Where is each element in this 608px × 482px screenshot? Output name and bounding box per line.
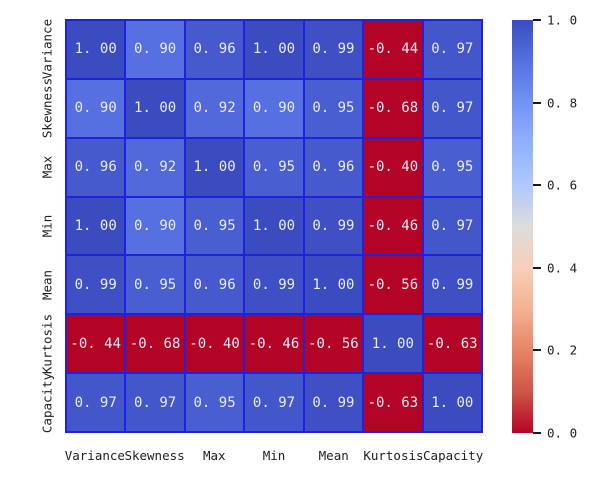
x-tick-label-Mean: Mean: [318, 448, 349, 463]
heatmap-cell-Capacity-Mean: 0. 99: [304, 374, 363, 431]
x-tick-label-Max: Max: [202, 448, 226, 463]
heatmap-cell-Kurtosis-Variance: -0. 44: [67, 315, 125, 373]
heatmap-cell-Mean-Kurtosis: -0. 56: [364, 256, 422, 314]
colorbar-tick-0.0: [533, 432, 541, 434]
heatmap-cell-Skewness-Min: 0. 90: [245, 79, 303, 137]
heatmap-cell-Mean-Max: 0. 96: [185, 256, 244, 314]
heatmap-cell-Variance-Max: 0. 96: [185, 21, 244, 78]
colorbar-tick-0.8: [533, 101, 541, 104]
heatmap-cell-Min-Kurtosis: -0. 46: [364, 197, 422, 255]
heatmap-cell-Skewness-Skewness: 1. 00: [126, 79, 184, 137]
heatmap-cell-Mean-Skewness: 0. 95: [126, 256, 184, 314]
colorbar-tick-label-0.4: 0. 4: [547, 260, 578, 276]
heatmap-cell-Mean-Min: 0. 99: [245, 256, 303, 314]
heatmap-cell-Max-Min: 0. 95: [245, 138, 303, 196]
y-tick-label-Skewness: Skewness: [39, 77, 55, 138]
y-tick-label-Mean: Mean: [39, 270, 55, 301]
colorbar-tick-label-0.6: 0. 6: [547, 177, 578, 193]
x-tick-label-Kurtosis: Kurtosis: [363, 448, 424, 463]
heatmap-cell-Kurtosis-Skewness: -0. 68: [126, 315, 184, 373]
heatmap-cell-Kurtosis-Kurtosis: 1. 00: [364, 315, 422, 373]
heatmap-cell-Skewness-Kurtosis: -0. 68: [364, 79, 422, 137]
heatmap-cell-Kurtosis-Capacity: -0. 63: [423, 315, 481, 373]
colorbar-tick-label-1.0: 1. 0: [547, 12, 578, 28]
heatmap-cell-Variance-Kurtosis: -0. 44: [364, 21, 422, 78]
heatmap-cell-Variance-Skewness: 0. 90: [126, 21, 184, 78]
colorbar-tick-1.0: [533, 19, 541, 21]
x-tick-label-Capacity: Capacity: [423, 448, 484, 463]
colorbar-tick-0.4: [533, 266, 541, 269]
heatmap-cell-Max-Max: 1. 00: [185, 138, 244, 196]
colorbar-tick-0.6: [533, 184, 541, 187]
heatmap-grid: 1. 00 0. 90 0. 96 1. 00 0. 99 -0. 44 0. 97 0. 9…: [65, 19, 483, 433]
heatmap-cell-Skewness-Variance: 0. 90: [67, 79, 125, 137]
heatmap-cell-Variance-Min: 1. 00: [245, 21, 303, 78]
x-tick-label-Min: Min: [262, 448, 286, 463]
heatmap-cell-Max-Capacity: 0. 95: [423, 138, 481, 196]
colorbar-gradient: [512, 20, 533, 433]
heatmap-cell-Kurtosis-Mean: -0. 56: [304, 315, 363, 373]
heatmap-cell-Variance-Variance: 1. 00: [67, 21, 125, 78]
colorbar-tick-label-0.2: 0. 2: [547, 342, 578, 358]
x-tick-label-Skewness: Skewness: [124, 448, 185, 463]
y-tick-label-Min: Min: [39, 214, 55, 238]
y-tick-label-Variance: Variance: [39, 18, 55, 79]
y-tick-label-Kurtosis: Kurtosis: [39, 314, 55, 375]
heatmap-cell-Capacity-Skewness: 0. 97: [126, 374, 184, 431]
heatmap-cell-Skewness-Mean: 0. 95: [304, 79, 363, 137]
heatmap-cell-Max-Skewness: 0. 92: [126, 138, 184, 196]
heatmap-cell-Min-Max: 0. 95: [185, 197, 244, 255]
colorbar-tick-label-0.8: 0. 8: [547, 95, 578, 111]
heatmap-cell-Skewness-Max: 0. 92: [185, 79, 244, 137]
heatmap-cell-Min-Mean: 0. 99: [304, 197, 363, 255]
heatmap-cell-Min-Skewness: 0. 90: [126, 197, 184, 255]
heatmap-cell-Capacity-Max: 0. 95: [185, 374, 244, 431]
heatmap-cell-Mean-Mean: 1. 00: [304, 256, 363, 314]
heatmap-cell-Max-Kurtosis: -0. 40: [364, 138, 422, 196]
y-tick-label-Max: Max: [39, 155, 55, 179]
colorbar-tick-label-0.0: 0. 0: [547, 425, 578, 441]
heatmap-cell-Capacity-Variance: 0. 97: [67, 374, 125, 431]
heatmap-cell-Capacity-Min: 0. 97: [245, 374, 303, 431]
heatmap-cell-Min-Capacity: 0. 97: [423, 197, 481, 255]
heatmap-cell-Variance-Mean: 0. 99: [304, 21, 363, 78]
y-tick-label-Capacity: Capacity: [39, 373, 55, 434]
heatmap-cell-Min-Variance: 1. 00: [67, 197, 125, 255]
heatmap-cell-Mean-Variance: 0. 99: [67, 256, 125, 314]
heatmap-cell-Min-Min: 1. 00: [245, 197, 303, 255]
heatmap-cell-Variance-Capacity: 0. 97: [423, 21, 481, 78]
x-tick-label-Variance: Variance: [64, 448, 125, 463]
colorbar-tick-0.2: [533, 349, 541, 352]
heatmap-cell-Kurtosis-Min: -0. 46: [245, 315, 303, 373]
heatmap-cell-Capacity-Kurtosis: -0. 63: [364, 374, 422, 431]
heatmap-cell-Max-Mean: 0. 96: [304, 138, 363, 196]
heatmap-cell-Mean-Capacity: 0. 99: [423, 256, 481, 314]
heatmap-cell-Kurtosis-Max: -0. 40: [185, 315, 244, 373]
heatmap-cell-Max-Variance: 0. 96: [67, 138, 125, 196]
heatmap-cell-Capacity-Capacity: 1. 00: [423, 374, 481, 431]
heatmap-cell-Skewness-Capacity: 0. 97: [423, 79, 481, 137]
